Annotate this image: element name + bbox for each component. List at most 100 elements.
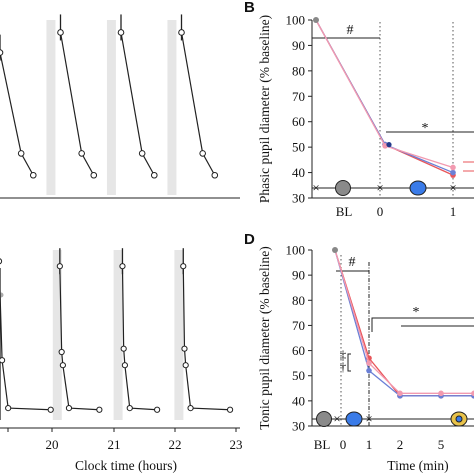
data-point: [90, 171, 98, 179]
series-line: [59, 32, 95, 176]
data-point: [56, 263, 63, 270]
timeline-cross: ×: [312, 180, 319, 195]
y-tick-label: 40: [292, 393, 305, 408]
baseline-point: [332, 247, 338, 253]
annotation-dagger: †: [340, 359, 347, 374]
data-point: [126, 405, 133, 412]
sig-bracket: [347, 353, 351, 372]
series-line: [180, 32, 216, 176]
timeline-blue-dot: [345, 411, 363, 427]
data-point: [17, 150, 25, 157]
x-tick-label: BL: [336, 204, 353, 219]
data-point: [47, 406, 54, 413]
data-point: [117, 29, 125, 36]
x-tick-label: 1: [450, 204, 457, 219]
y-tick-label: 40: [292, 165, 305, 180]
data-point: [58, 348, 65, 356]
series-line: [120, 32, 155, 176]
sig-bracket: [371, 317, 474, 332]
baseline-point: [313, 17, 319, 23]
data-point: [180, 263, 187, 270]
x-tick-label: 20: [46, 437, 59, 452]
data-point: [226, 406, 234, 413]
data-point: [386, 142, 392, 148]
shaded-band: [167, 20, 177, 195]
data-point: [120, 345, 127, 352]
y-tick-label: 80: [292, 63, 305, 78]
y-tick-label: 70: [292, 89, 305, 104]
data-point: [78, 150, 85, 157]
timeline-cross: ×: [333, 411, 340, 426]
series-line: [182, 266, 231, 411]
x-tick-label: 0: [340, 437, 347, 452]
data-point: [154, 406, 161, 413]
data-point: [0, 258, 3, 265]
y-axis-label: Phasic pupil diameter (% baseline): [257, 15, 272, 203]
annotation-star: *: [413, 305, 420, 320]
y-axis-label: Tonic pupil diameter (% baseline): [257, 246, 272, 430]
y-tick-label: 60: [292, 114, 305, 129]
shaded-band: [174, 250, 184, 420]
data-point: [65, 405, 73, 412]
data-point: [150, 171, 158, 179]
y-tick-label: 50: [292, 140, 305, 155]
data-point: [0, 49, 4, 56]
y-tick-label: 90: [292, 268, 305, 283]
x-tick-label: 1: [366, 437, 373, 452]
shaded-band: [46, 20, 56, 195]
y-tick-label: 30: [292, 419, 305, 434]
timeline-cross: ×: [376, 180, 383, 195]
series-line: [334, 249, 474, 397]
data-point: [181, 345, 188, 352]
panel-b-chart: B 30 40 50 60 70 80 90 100 Phasic pupil diameter …: [244, 0, 474, 219]
y-tick-label: 80: [292, 293, 305, 308]
panel-letter: D: [244, 231, 255, 248]
y-tick-label: 90: [292, 38, 305, 53]
timeline-grey-dot: [335, 180, 351, 196]
y-tick-label: 100: [286, 243, 306, 258]
y-tick-label: 60: [292, 343, 305, 358]
x-tick-label: 23: [230, 437, 243, 452]
data-point: [57, 29, 64, 36]
annotation-hash: #: [349, 255, 356, 270]
data-point: [211, 171, 219, 179]
y-tick-label: 50: [292, 368, 305, 383]
series-line: [121, 266, 158, 411]
series-line: [59, 266, 100, 411]
panel-letter: B: [244, 0, 255, 16]
x-tick-label: 5: [438, 437, 445, 452]
data-point: [138, 150, 146, 157]
data-point: [5, 405, 12, 412]
data-point: [29, 171, 37, 179]
data-point: [199, 150, 206, 157]
x-tick-label: BL: [314, 437, 331, 452]
data-point: [178, 29, 185, 36]
x-axis-label: Time (min): [387, 458, 448, 473]
data-point: [96, 406, 103, 413]
data-point: [121, 362, 128, 369]
series-line: [0, 272, 51, 411]
timeline-cross: ×: [449, 180, 456, 195]
data-point: [450, 164, 456, 171]
x-tick-label: 21: [108, 437, 121, 452]
series-line: [0, 52, 34, 176]
data-point: [366, 360, 372, 366]
panel-a-chart: [0, 14, 240, 199]
x-tick-label: 22: [169, 437, 182, 452]
y-tick-label: 30: [292, 191, 305, 206]
annotation-ddagger: ‡: [340, 347, 347, 362]
x-tick-label: 0: [377, 204, 384, 219]
timeline-cross: ×: [365, 411, 372, 426]
data-point: [0, 357, 6, 364]
x-axis-label: Clock time (hours): [75, 458, 177, 473]
series-line: [315, 19, 454, 176]
data-point: [366, 367, 372, 374]
annotation-hash: #: [347, 23, 354, 38]
x-tick-label: 2: [397, 437, 404, 452]
timeline-inner-dot: [455, 415, 463, 423]
y-tick-label: 100: [286, 13, 306, 28]
shaded-band: [113, 250, 123, 420]
data-point: [182, 362, 189, 369]
